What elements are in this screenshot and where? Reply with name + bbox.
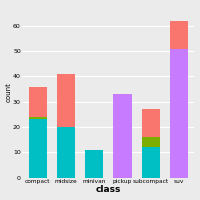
Bar xyxy=(113,94,132,178)
Bar xyxy=(142,147,160,178)
Bar xyxy=(29,87,47,117)
Bar xyxy=(170,49,188,178)
Bar xyxy=(57,127,75,178)
Bar xyxy=(142,137,160,147)
Bar xyxy=(57,74,75,127)
Y-axis label: count: count xyxy=(6,82,12,102)
Bar xyxy=(170,21,188,49)
Bar xyxy=(29,119,47,178)
Bar xyxy=(29,117,47,119)
Bar xyxy=(142,109,160,137)
Bar xyxy=(85,150,103,178)
X-axis label: class: class xyxy=(96,185,121,194)
